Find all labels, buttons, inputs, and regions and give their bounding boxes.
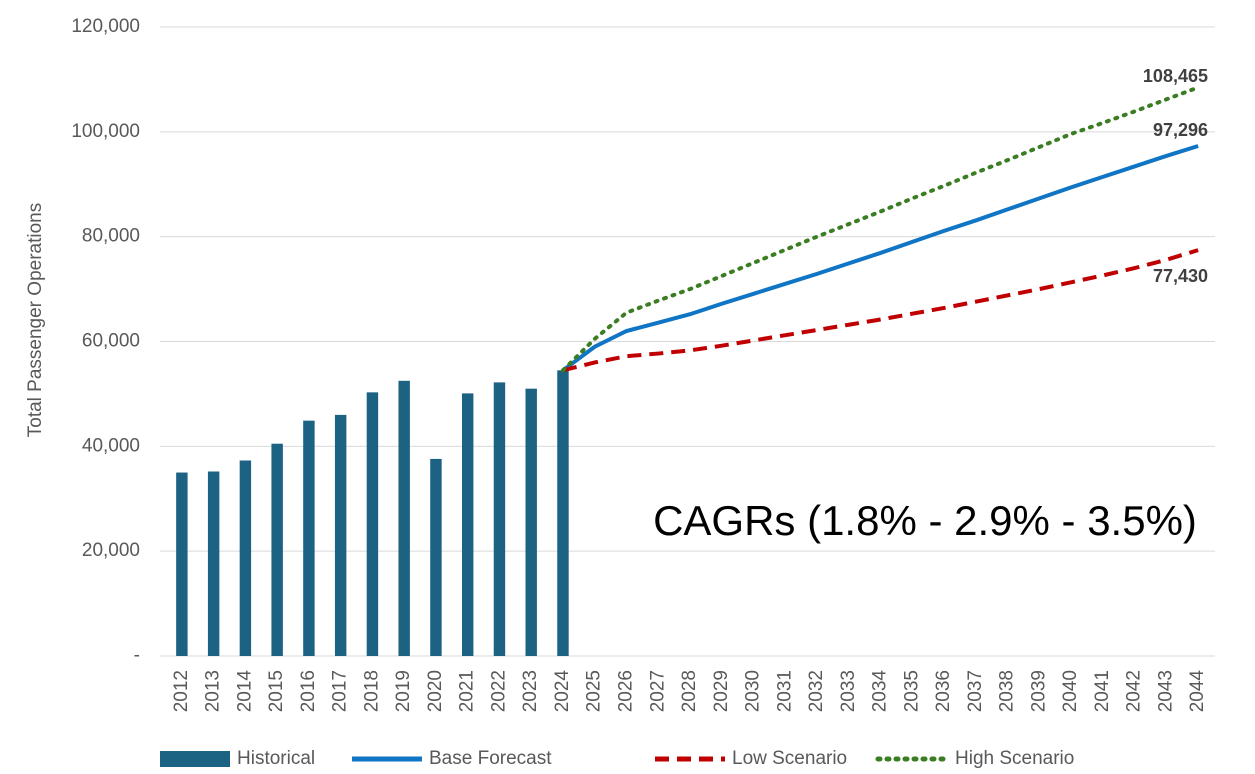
bar bbox=[461, 393, 474, 656]
x-tick-label: 2035 bbox=[901, 670, 922, 712]
y-tick-label: 100,000 bbox=[71, 121, 140, 142]
x-tick-label: 2042 bbox=[1124, 670, 1145, 712]
bar bbox=[271, 443, 283, 656]
x-tick-label: 2034 bbox=[870, 670, 891, 713]
bar bbox=[557, 370, 569, 656]
data-label: 108,465 bbox=[1143, 66, 1208, 86]
x-tick-label: 2019 bbox=[393, 670, 414, 712]
x-tick-label: 2032 bbox=[806, 670, 827, 712]
x-tick-label: 2031 bbox=[774, 670, 795, 712]
x-tick-label: 2038 bbox=[997, 670, 1018, 712]
legend-label: High Scenario bbox=[955, 748, 1074, 769]
line-series bbox=[562, 248, 1199, 373]
y-tick-label: 60,000 bbox=[82, 331, 140, 352]
line-series bbox=[560, 85, 1201, 373]
x-tick-label: 2015 bbox=[266, 670, 287, 712]
y-tick-label: 120,000 bbox=[71, 16, 140, 37]
x-tick-label: 2036 bbox=[933, 670, 954, 712]
x-tick-label: 2044 bbox=[1187, 670, 1208, 713]
y-tick-label: - bbox=[134, 645, 140, 666]
x-tick-label: 2033 bbox=[838, 670, 859, 712]
bar bbox=[239, 460, 252, 656]
x-tick-label: 2022 bbox=[488, 670, 509, 712]
y-axis-title: Total Passenger Operations bbox=[25, 203, 46, 437]
x-tick-label: 2037 bbox=[965, 670, 986, 712]
x-tick-label: 2018 bbox=[361, 670, 382, 712]
annotation: CAGRs (1.8% - 2.9% - 3.5%) bbox=[653, 497, 1197, 544]
x-tick-label: 2012 bbox=[171, 670, 192, 712]
bar bbox=[334, 414, 347, 656]
bar bbox=[207, 471, 220, 656]
bar bbox=[366, 392, 379, 656]
x-tick-label: 2028 bbox=[679, 670, 700, 712]
x-tick-label: 2024 bbox=[552, 670, 573, 713]
x-tick-label: 2040 bbox=[1060, 670, 1081, 712]
legend-label: Base Forecast bbox=[429, 748, 552, 769]
x-tick-label: 2041 bbox=[1092, 670, 1113, 712]
x-tick-label: 2017 bbox=[330, 670, 351, 712]
x-tick-label: 2029 bbox=[711, 670, 732, 712]
x-tick-label: 2020 bbox=[425, 670, 446, 712]
x-tick-label: 2043 bbox=[1155, 670, 1176, 712]
bar bbox=[303, 420, 315, 656]
y-tick-label: 20,000 bbox=[82, 540, 140, 561]
bar bbox=[525, 388, 537, 656]
y-tick-label: 80,000 bbox=[82, 226, 140, 247]
legend-label: Low Scenario bbox=[732, 748, 847, 769]
legend-swatch bbox=[160, 751, 230, 767]
legend-label: Historical bbox=[237, 748, 315, 769]
x-tick-label: 2014 bbox=[234, 670, 255, 713]
x-tick-label: 2021 bbox=[457, 670, 478, 712]
x-tick-label: 2030 bbox=[743, 670, 764, 712]
x-tick-label: 2013 bbox=[203, 670, 224, 712]
x-tick-label: 2025 bbox=[584, 670, 605, 712]
line-series bbox=[561, 144, 1199, 372]
x-tick-label: 2027 bbox=[647, 670, 668, 712]
x-tick-label: 2039 bbox=[1028, 670, 1049, 712]
bar bbox=[493, 382, 506, 656]
data-label: 97,296 bbox=[1153, 120, 1208, 140]
x-tick-label: 2023 bbox=[520, 670, 541, 712]
y-tick-label: 40,000 bbox=[82, 435, 140, 456]
x-tick-label: 2026 bbox=[616, 670, 637, 712]
data-label: 77,430 bbox=[1153, 266, 1208, 286]
x-tick-label: 2016 bbox=[298, 670, 319, 712]
bar bbox=[176, 472, 188, 656]
bar bbox=[398, 380, 410, 656]
bar bbox=[430, 458, 442, 656]
